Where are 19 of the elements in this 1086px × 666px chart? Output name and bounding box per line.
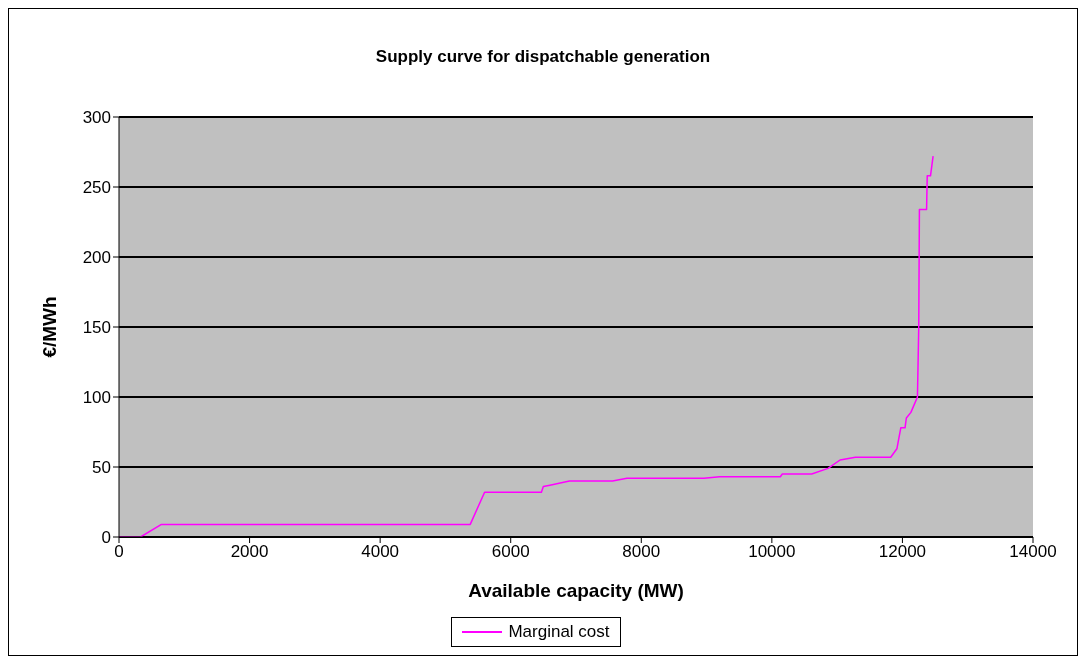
x-tick-label: 10000 bbox=[748, 542, 796, 562]
y-tick-label: 0 bbox=[101, 528, 111, 548]
x-tick-label: 4000 bbox=[361, 542, 400, 562]
x-tick-label: 6000 bbox=[491, 542, 530, 562]
x-tick-label: 8000 bbox=[622, 542, 661, 562]
y-tick-label: 300 bbox=[82, 108, 111, 128]
x-axis-title: Available capacity (MW) bbox=[468, 580, 684, 601]
y-tick-label: 50 bbox=[92, 458, 111, 478]
chart-title: Supply curve for dispatchable generation bbox=[374, 47, 712, 67]
x-tick-label: 14000 bbox=[1009, 542, 1057, 562]
legend-label: Marginal cost bbox=[508, 622, 610, 642]
x-tick-label: 2000 bbox=[230, 542, 269, 562]
x-tick-label: 12000 bbox=[878, 542, 927, 562]
y-tick-label: 150 bbox=[82, 318, 111, 338]
x-tick-label: 0 bbox=[114, 542, 124, 562]
y-tick-label: 200 bbox=[82, 248, 111, 268]
y-axis-title: €/MWh bbox=[38, 296, 60, 358]
y-tick-label: 100 bbox=[82, 388, 111, 408]
y-tick-label: 250 bbox=[82, 178, 111, 198]
